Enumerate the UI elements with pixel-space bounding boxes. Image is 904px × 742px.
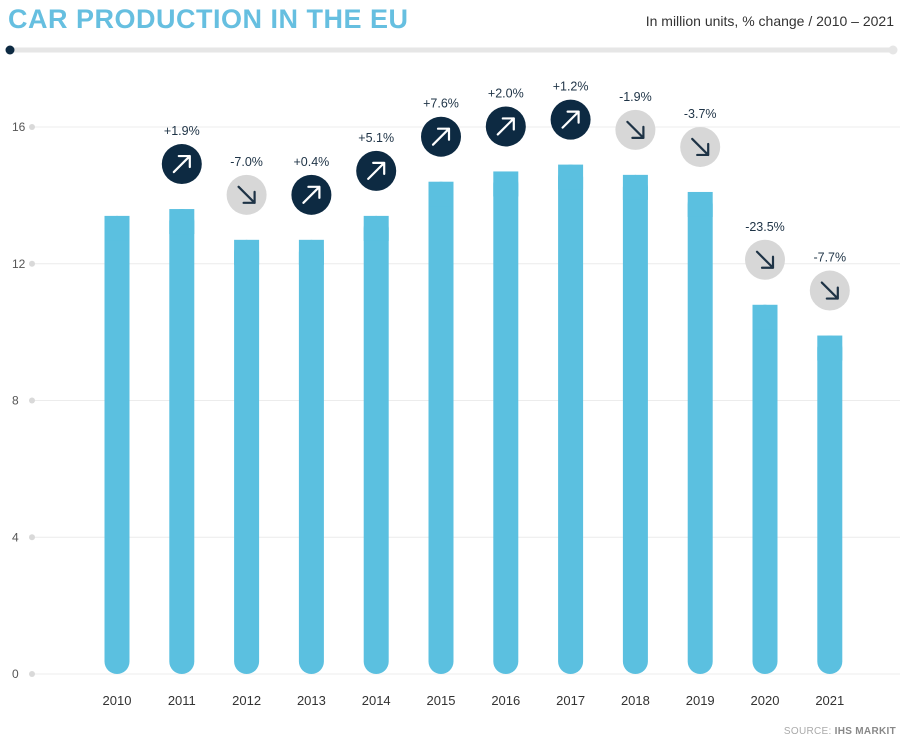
bar-top xyxy=(817,335,843,361)
change-label: -3.7% xyxy=(684,107,717,121)
bar-top xyxy=(169,209,195,235)
arrow-up-icon xyxy=(367,161,386,180)
arrow-up-icon xyxy=(302,185,321,204)
x-tick-label: 2010 xyxy=(103,693,132,708)
arrow-down-icon xyxy=(820,281,839,300)
source-name: IHS MARKIT xyxy=(834,726,896,737)
bar-top xyxy=(363,215,389,241)
bar xyxy=(169,209,195,675)
arrow-down-icon xyxy=(755,250,775,269)
arrow-up-icon xyxy=(172,154,191,174)
bar xyxy=(428,181,454,674)
x-tick-label: 2013 xyxy=(297,693,326,708)
bar xyxy=(558,164,584,674)
y-tick-label: 4 xyxy=(12,530,19,544)
bar xyxy=(298,239,324,674)
bar-top xyxy=(104,215,130,241)
gridline-dot xyxy=(29,124,35,130)
change-label: -7.7% xyxy=(813,251,846,265)
arrow-down-icon xyxy=(691,137,710,157)
arrow-down-icon xyxy=(626,120,645,139)
x-tick-label: 2017 xyxy=(556,693,585,708)
bar xyxy=(687,191,713,675)
x-tick-label: 2015 xyxy=(427,693,456,708)
change-label: +7.6% xyxy=(423,97,459,111)
bar xyxy=(622,174,648,675)
change-label: +5.1% xyxy=(358,131,394,145)
gridline-dot xyxy=(29,397,35,404)
arrow-up-icon xyxy=(431,127,451,146)
bar-top xyxy=(752,304,778,330)
arrow-down-icon xyxy=(237,185,256,204)
source-note: SOURCE: IHS MARKIT xyxy=(784,726,896,737)
arrow-up-icon xyxy=(561,110,580,129)
gridline-dot xyxy=(29,260,35,267)
x-tick-label: 2014 xyxy=(362,693,391,708)
x-tick-label: 2021 xyxy=(815,693,844,708)
change-label: -23.5% xyxy=(745,220,785,234)
change-label: +0.4% xyxy=(294,155,330,169)
bar xyxy=(104,215,130,674)
y-tick-label: 16 xyxy=(12,120,26,134)
header-rule-dot-end xyxy=(888,45,898,55)
gridline-dot xyxy=(29,534,35,541)
bar-top xyxy=(622,174,648,200)
x-tick-label: 2020 xyxy=(751,693,780,708)
y-tick-label: 8 xyxy=(12,394,19,408)
y-tick-label: 0 xyxy=(12,667,19,681)
bar-top xyxy=(687,191,713,217)
change-label: -7.0% xyxy=(230,155,263,169)
bar-top xyxy=(493,171,519,197)
x-tick-label: 2018 xyxy=(621,693,650,708)
change-label: +1.2% xyxy=(553,80,589,94)
bar-top xyxy=(298,239,324,265)
change-label: +1.9% xyxy=(164,124,200,138)
bar xyxy=(234,239,260,674)
x-tick-label: 2011 xyxy=(168,693,196,708)
bar xyxy=(493,171,519,674)
bar-top xyxy=(428,181,454,207)
change-label: +2.0% xyxy=(488,86,524,100)
chart-subtitle: In million units, % change / 2010 – 2021 xyxy=(645,13,894,29)
gridline-dot xyxy=(29,671,35,677)
x-tick-label: 2016 xyxy=(491,693,520,708)
header-rule-dot-start xyxy=(5,45,15,55)
chart-title: CAR PRODUCTION IN THE EU xyxy=(8,4,409,34)
bar-top xyxy=(234,239,260,265)
y-tick-label: 12 xyxy=(12,257,26,271)
change-label: -1.9% xyxy=(619,90,652,104)
bar xyxy=(817,335,843,674)
x-tick-label: 2019 xyxy=(686,693,715,708)
x-tick-label: 2012 xyxy=(232,693,261,708)
bar xyxy=(752,304,778,674)
source-label: SOURCE: xyxy=(783,726,832,737)
arrow-up-icon xyxy=(496,117,515,136)
bar-top xyxy=(558,164,584,190)
bar xyxy=(363,215,389,674)
